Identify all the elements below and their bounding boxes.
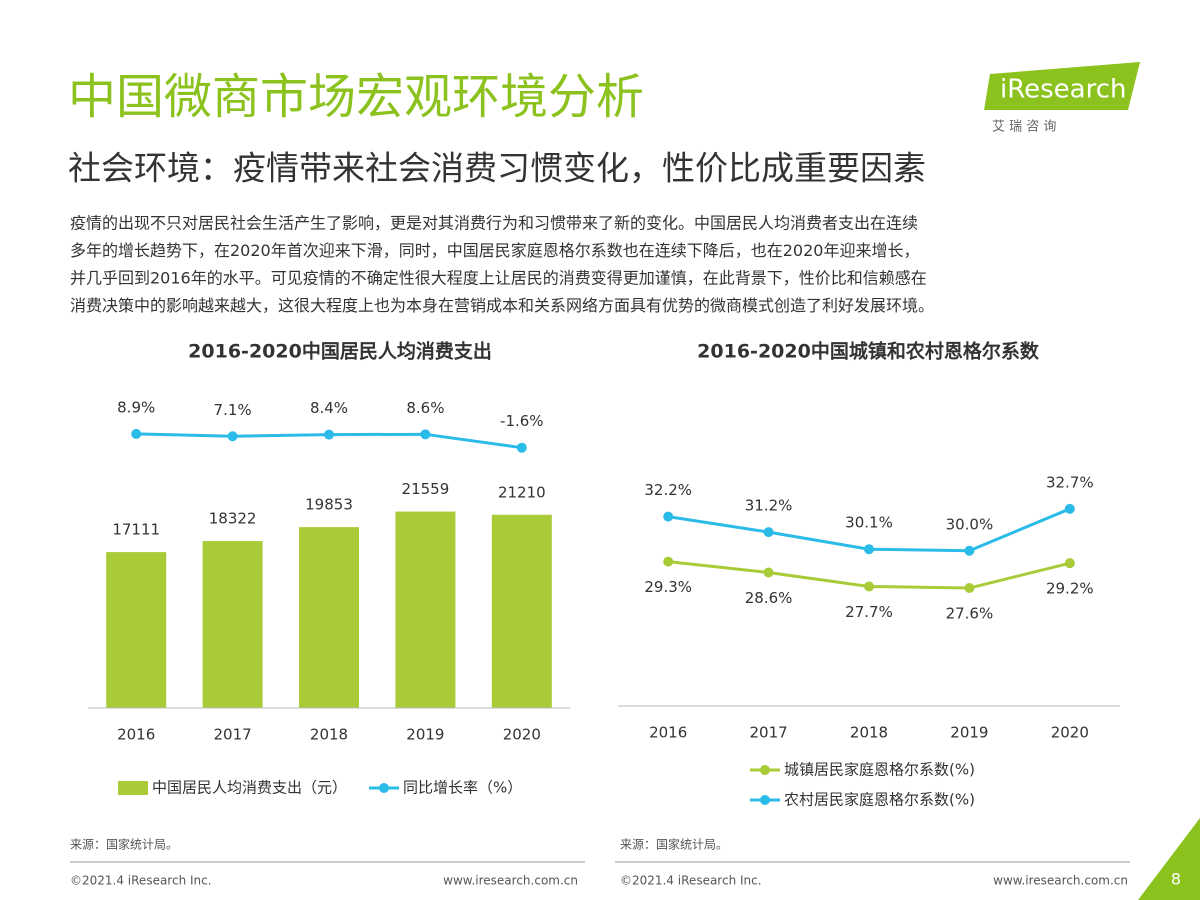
line-marker [663,556,674,567]
line-marker [131,428,142,439]
website: www.iresearch.com.cn [443,874,578,888]
data-label: 29.2% [1046,580,1094,598]
copyright: ©2021.4 iResearch Inc. [70,874,212,888]
copyright: ©2021.4 iResearch Inc. [620,874,762,888]
x-tick-label: 2016 [649,724,687,742]
data-label: 32.7% [1046,473,1094,491]
line-marker [864,544,874,555]
body-line: 多年的增长趋势下，在2020年首次迎来下滑，同时，中国居民家庭恩格尔系数也在连续… [70,241,919,260]
source: 来源：国家统计局。 [70,837,178,852]
legend-label: 农村居民家庭恩格尔系数(%) [784,791,975,809]
bar [299,527,359,708]
data-label: 7.1% [214,401,252,419]
line-marker [763,567,774,578]
data-label: 8.9% [117,398,155,416]
body-text: 疫情的出现不只对居民社会生活产生了影响，更是对其消费行为和习惯带来了新的变化。中… [70,214,934,316]
source: 来源：国家统计局。 [620,837,728,852]
data-label: 30.1% [845,514,893,532]
data-label: 17111 [112,521,160,539]
chart: 2016-2020中国城镇和农村恩格尔系数 29.3% 28.6% 27.7% 27.6… [618,340,1120,809]
data-label: 28.6% [745,589,793,607]
logo-background [984,62,1140,110]
data-label: 27.7% [845,603,893,621]
line-marker [763,527,774,538]
body-line: 疫情的出现不只对居民社会生活产生了影响，更是对其消费行为和习惯带来了新的变化。中… [70,214,918,233]
line-marker [1064,558,1075,569]
data-label: 18322 [209,510,257,528]
data-label: 21559 [402,480,450,498]
line-marker [420,429,431,440]
data-label: 8.4% [310,399,348,417]
chart-title: 2016-2020中国城镇和农村恩格尔系数 [697,340,1040,363]
line-marker [324,429,334,440]
legend-swatch [379,783,390,793]
line-marker [516,442,527,453]
website: www.iresearch.com.cn [993,874,1128,888]
legend-swatch [118,781,148,795]
page-corner [1138,818,1200,900]
data-label: 29.3% [644,578,692,596]
body-line: 消费决策中的影响越来越大，这很大程度上也为本身在营销成本和关系网络方面具有优势的… [70,296,934,315]
bar [491,514,552,708]
data-label: 27.6% [946,605,994,623]
line-marker [964,583,975,594]
line-marker [1064,503,1075,514]
legend-label: 中国居民人均消费支出（元） [152,779,347,797]
x-tick-label: 2020 [503,726,541,744]
line-marker [663,511,674,522]
x-tick-label: 2019 [950,724,988,742]
chart-title: 2016-2020中国居民人均消费支出 [188,340,492,363]
page-number: 8 [1171,870,1181,889]
line-marker [964,545,975,556]
data-label: -1.6% [500,412,544,430]
chart: 2016-2020中国居民人均消费支出 17111 18322 19853 21559 2… [88,340,570,797]
x-tick-label: 2017 [214,726,252,744]
x-tick-label: 2019 [406,726,444,744]
bar [202,541,263,708]
data-label: 30.0% [946,515,994,533]
data-label: 31.2% [745,497,793,515]
x-tick-label: 2016 [117,726,155,744]
line-marker [864,581,874,592]
data-label: 21210 [498,483,546,501]
x-tick-label: 2018 [310,726,348,744]
legend-swatch [760,765,770,775]
bar [106,552,167,708]
x-tick-label: 2017 [750,724,788,742]
bar [395,511,456,708]
slide-title: 中国微商市场宏观环境分析 [68,69,644,125]
slide-subtitle: 社会环境：疫情带来社会消费习惯变化，性价比成重要因素 [68,149,926,188]
body-line: 并几乎回到2016年的水平。可见疫情的不确定性很大程度上让居民的消费变得更加谨慎… [70,269,927,288]
data-label: 32.2% [644,481,692,499]
line-marker [227,431,238,442]
logo: iResearch [1000,75,1126,105]
x-tick-label: 2018 [850,724,888,742]
data-label: 19853 [305,496,353,514]
legend-swatch [760,795,770,805]
legend-label: 城镇居民家庭恩格尔系数(%) [784,761,975,779]
data-label: 8.6% [406,399,444,417]
legend-label: 同比增长率（%） [403,779,522,797]
x-tick-label: 2020 [1051,724,1089,742]
logo-subtitle: 艾 瑞 咨 询 [992,120,1056,135]
